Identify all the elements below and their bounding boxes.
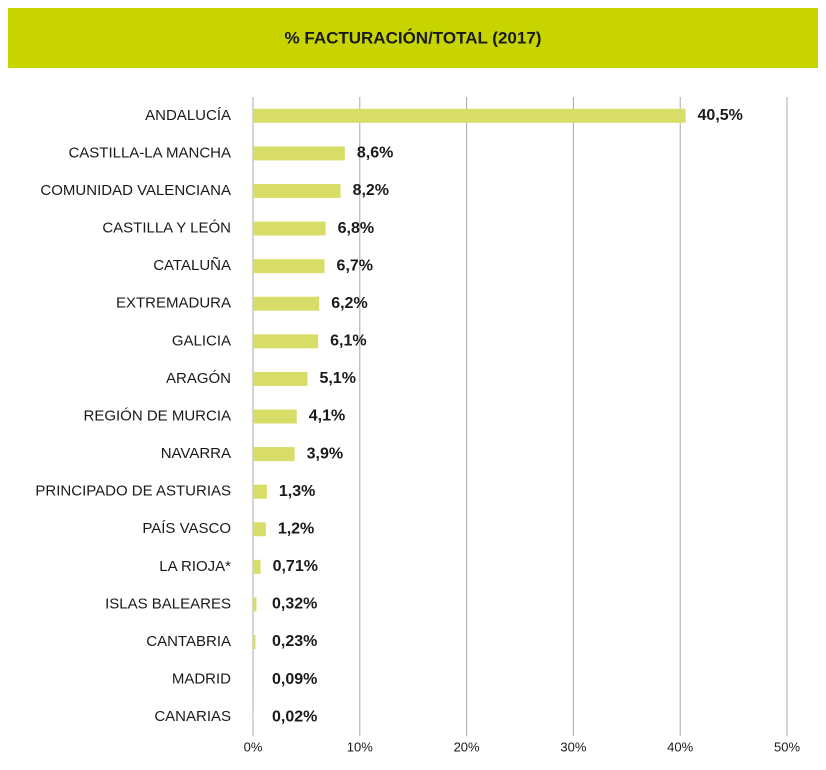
value-label: 6,8%	[338, 220, 374, 237]
bar	[253, 296, 320, 311]
y-tick-label: ARAGÓN	[166, 370, 231, 387]
x-tick-label: 0%	[244, 739, 263, 754]
title-band	[8, 8, 818, 68]
bar	[253, 447, 295, 462]
value-label: 1,3%	[279, 483, 315, 500]
value-label: 0,71%	[273, 558, 318, 575]
value-label: 0,32%	[272, 596, 317, 613]
bar	[253, 672, 254, 687]
y-tick-label: CATALUÑA	[153, 257, 231, 274]
value-label: 1,2%	[278, 520, 314, 537]
bar	[253, 371, 308, 386]
value-label: 8,2%	[353, 182, 389, 199]
value-label: 40,5%	[698, 107, 743, 124]
y-tick-label: CASTILLA-LA MANCHA	[68, 144, 231, 161]
y-tick-label: LA RIOJA*	[159, 558, 231, 575]
value-label: 3,9%	[307, 445, 343, 462]
bar	[253, 183, 341, 198]
value-label: 6,2%	[331, 295, 367, 312]
bar	[253, 409, 297, 424]
y-tick-label: COMUNIDAD VALENCIANA	[40, 182, 231, 199]
y-tick-label: CANARIAS	[154, 708, 231, 725]
value-label: 5,1%	[319, 370, 355, 387]
y-tick-label: GALICIA	[172, 332, 231, 349]
y-tick-label: CASTILLA Y LEÓN	[102, 220, 231, 237]
bar	[253, 559, 261, 574]
bar	[253, 334, 319, 349]
x-tick-label: 10%	[347, 739, 373, 754]
y-tick-label: NAVARRA	[161, 445, 231, 462]
y-tick-label: ISLAS BALEARES	[105, 595, 231, 612]
value-label: 6,7%	[337, 257, 373, 274]
bar	[253, 146, 345, 161]
y-tick-label: PRINCIPADO DE ASTURIAS	[35, 483, 231, 500]
value-label: 6,1%	[330, 333, 366, 350]
x-tick-label: 50%	[774, 739, 800, 754]
value-label: 4,1%	[309, 408, 345, 425]
y-tick-label: REGIÓN DE MURCIA	[83, 407, 231, 424]
bar	[253, 108, 686, 123]
x-tick-label: 40%	[667, 739, 693, 754]
value-label: 0,23%	[272, 633, 317, 650]
y-tick-label: CANTABRIA	[146, 633, 231, 650]
chart-title: % FACTURACIÓN/TOTAL (2017)	[285, 28, 542, 47]
x-tick-label: 20%	[454, 739, 480, 754]
value-label: 0,09%	[272, 671, 317, 688]
bar	[253, 259, 325, 274]
y-tick-label: EXTREMADURA	[116, 295, 231, 312]
y-tick-label: ANDALUCÍA	[145, 107, 231, 124]
x-tick-label: 30%	[560, 739, 586, 754]
bar	[253, 484, 267, 499]
value-label: 0,02%	[272, 708, 317, 725]
bar	[253, 597, 257, 612]
bar	[253, 635, 256, 650]
bar	[253, 221, 326, 236]
y-tick-label: MADRID	[172, 671, 231, 688]
y-tick-label: PAÍS VASCO	[142, 520, 231, 537]
bar	[253, 522, 266, 537]
value-label: 8,6%	[357, 145, 393, 162]
